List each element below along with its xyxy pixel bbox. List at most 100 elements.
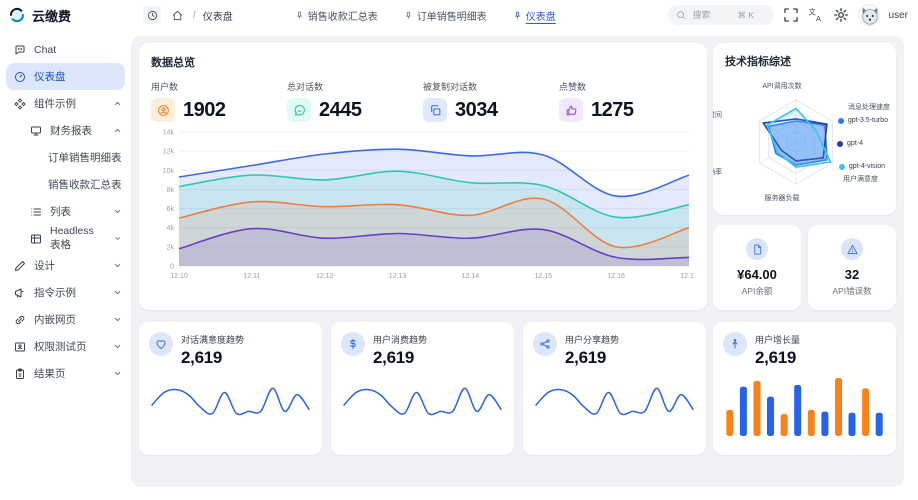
stat-conversations: 总对话数 2445 — [287, 80, 423, 122]
tab-label: 销售收款汇总表 — [307, 11, 378, 23]
radar-axis-bottom: 服务器负载 — [764, 195, 800, 202]
dashboard-icon — [15, 71, 25, 82]
sidebar-item-design[interactable]: 设计 — [0, 252, 131, 279]
sidebar-item-label: 销售收款汇总表 — [48, 179, 122, 191]
thumbs-up-icon — [559, 98, 583, 122]
chevron-down-icon — [115, 237, 121, 240]
sidebar-item-embedded-page[interactable]: 内嵌网页 — [0, 306, 131, 333]
user-circle-icon — [151, 98, 175, 122]
home-icon[interactable] — [168, 6, 186, 24]
sidebar-item-command-examples[interactable]: 指令示例 — [0, 279, 131, 306]
sidebar-item-headless-table[interactable]: Headless 表格 — [0, 225, 131, 252]
trend-value: 2,619 — [565, 348, 607, 367]
monitor-icon — [31, 126, 41, 135]
pin-icon — [515, 11, 520, 19]
sidebar-item-label: 列表 — [50, 206, 71, 218]
chevron-down-icon — [114, 290, 121, 295]
message-icon — [287, 98, 311, 122]
trend-value: 2,619 — [181, 348, 223, 367]
svg-text:4k: 4k — [167, 225, 175, 232]
satisfaction-line-chart — [149, 374, 312, 430]
stat-value: 3034 — [455, 98, 498, 121]
search-icon — [676, 11, 685, 20]
legend-label: gpt-3.5-turbo — [847, 117, 888, 124]
search-input[interactable] — [690, 9, 733, 21]
legend-dot — [838, 163, 845, 170]
sidebar-item-order-detail[interactable]: 订单销售明细表 — [0, 144, 131, 171]
link-icon — [15, 315, 25, 324]
tech-title: 技术指标综述 — [725, 56, 791, 68]
chevron-down-icon — [114, 344, 121, 349]
svg-text:0: 0 — [170, 264, 174, 271]
legend-dot — [837, 140, 844, 147]
search-shortcut: ⌘ K — [737, 9, 755, 20]
api-errors-card: 32 API错误数 — [808, 225, 896, 310]
api-balance-card: ¥64.00 API余额 — [713, 225, 801, 310]
tab-sales-summary[interactable]: 销售收款汇总表 — [295, 8, 378, 23]
chat-icon — [15, 45, 25, 54]
radar-axis-left-bottom: 准确率 — [713, 169, 722, 176]
consumption-trend-card: 用户消费趋势 2,619 — [331, 322, 514, 455]
stat-likes: 点赞数 1275 — [559, 80, 695, 122]
search-box[interactable]: ⌘ K — [667, 5, 774, 25]
api-balance-label: API余额 — [741, 286, 773, 296]
translate-icon[interactable]: 文A — [808, 7, 824, 23]
tech-metrics-card: 技术指标综述 API调用次数 响应时间 准确率 服务器负载 消息处理速度 用户满… — [713, 43, 896, 215]
api-errors-value: 32 — [844, 267, 860, 282]
svg-text:文: 文 — [808, 7, 816, 16]
consumption-line-chart — [341, 374, 504, 430]
main-content-panel: 数据总览 用户数 1902 总对话数 2445 — [131, 36, 904, 487]
tab-dashboard[interactable]: 仪表盘 — [513, 8, 556, 23]
legend-gpt-4-vision[interactable]: gpt-4-vision — [838, 163, 885, 170]
breadcrumb-separator: / — [193, 9, 196, 21]
sidebar-item-finance-reports[interactable]: 财务报表 — [0, 117, 131, 144]
sidebar-item-label: 设计 — [34, 260, 55, 272]
warning-triangle-icon — [841, 238, 863, 260]
legend-gpt-4[interactable]: gpt-4 — [837, 140, 863, 147]
sidebar-item-chat[interactable]: Chat — [0, 36, 131, 63]
chevron-up-icon — [114, 128, 121, 133]
copy-icon — [423, 98, 447, 122]
app-logo[interactable]: 云缴费 — [0, 6, 131, 25]
top-bar: 云缴费 / 仪表盘 销售收款汇总表 订单销售明细表 仪表盘 ⌘ K — [0, 0, 918, 30]
sidebar-item-label: 权限测试页 — [34, 341, 87, 353]
sidebar-item-sales-summary[interactable]: 销售收款汇总表 — [0, 171, 131, 198]
stat-users: 用户数 1902 — [151, 80, 287, 122]
app-logo-icon — [9, 7, 25, 23]
sidebar-item-permission-test[interactable]: 权限测试页 — [0, 333, 131, 360]
legend-label: gpt-4 — [847, 140, 863, 147]
chevron-down-icon — [114, 371, 121, 376]
sidebar-item-label: 订单销售明细表 — [48, 152, 122, 164]
stat-label: 被复制对话数 — [423, 82, 478, 92]
legend-gpt-3-5-turbo[interactable]: gpt-3.5-turbo — [837, 117, 888, 124]
api-balance-value: ¥64.00 — [737, 267, 777, 282]
sidebar-item-label: 组件示例 — [34, 98, 76, 110]
breadcrumb: / 仪表盘 — [143, 6, 233, 24]
sidebar-item-list[interactable]: 列表 — [0, 198, 131, 225]
user-avatar[interactable] — [857, 4, 880, 26]
svg-text:14k: 14k — [163, 130, 175, 137]
tab-order-detail[interactable]: 订单销售明细表 — [404, 8, 487, 23]
chevron-up-icon — [114, 101, 121, 106]
dollar-icon — [341, 332, 365, 356]
stat-copied: 被复制对话数 3034 — [423, 80, 559, 122]
trend-value: 2,619 — [373, 348, 415, 367]
chevron-down-icon — [114, 209, 121, 214]
share-line-chart — [533, 374, 696, 430]
sidebar-item-components[interactable]: 组件示例 — [0, 90, 131, 117]
history-icon[interactable] — [143, 6, 161, 24]
legend-dot — [837, 117, 844, 124]
megaphone-icon — [15, 288, 24, 297]
components-icon — [14, 98, 26, 109]
pin-icon — [297, 11, 302, 19]
share-icon — [533, 332, 557, 356]
svg-text:12.11: 12.11 — [243, 273, 260, 280]
chevron-down-icon — [114, 263, 121, 268]
fullscreen-icon[interactable] — [783, 7, 799, 23]
breadcrumb-page: 仪表盘 — [202, 11, 233, 23]
svg-text:8k: 8k — [167, 187, 175, 194]
header-actions: ⌘ K 文A user — [667, 4, 918, 26]
settings-gear-icon[interactable] — [833, 7, 849, 23]
sidebar-item-result-page[interactable]: 结果页 — [0, 360, 131, 387]
sidebar-item-dashboard[interactable]: 仪表盘 — [6, 63, 125, 90]
